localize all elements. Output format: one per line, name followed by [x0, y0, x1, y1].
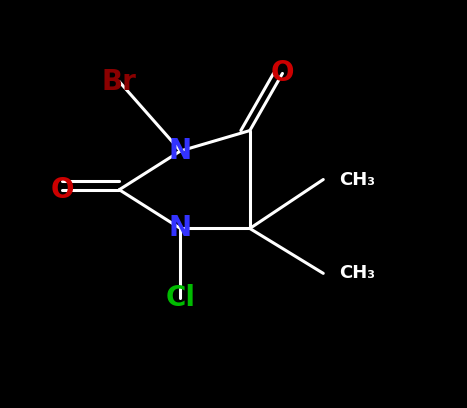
Text: Br: Br	[102, 68, 137, 95]
Text: CH₃: CH₃	[340, 264, 375, 282]
Text: Cl: Cl	[165, 284, 196, 312]
Text: N: N	[169, 137, 192, 165]
Text: O: O	[50, 176, 74, 204]
Text: CH₃: CH₃	[340, 171, 375, 188]
Text: N: N	[169, 215, 192, 242]
Text: O: O	[271, 60, 294, 87]
